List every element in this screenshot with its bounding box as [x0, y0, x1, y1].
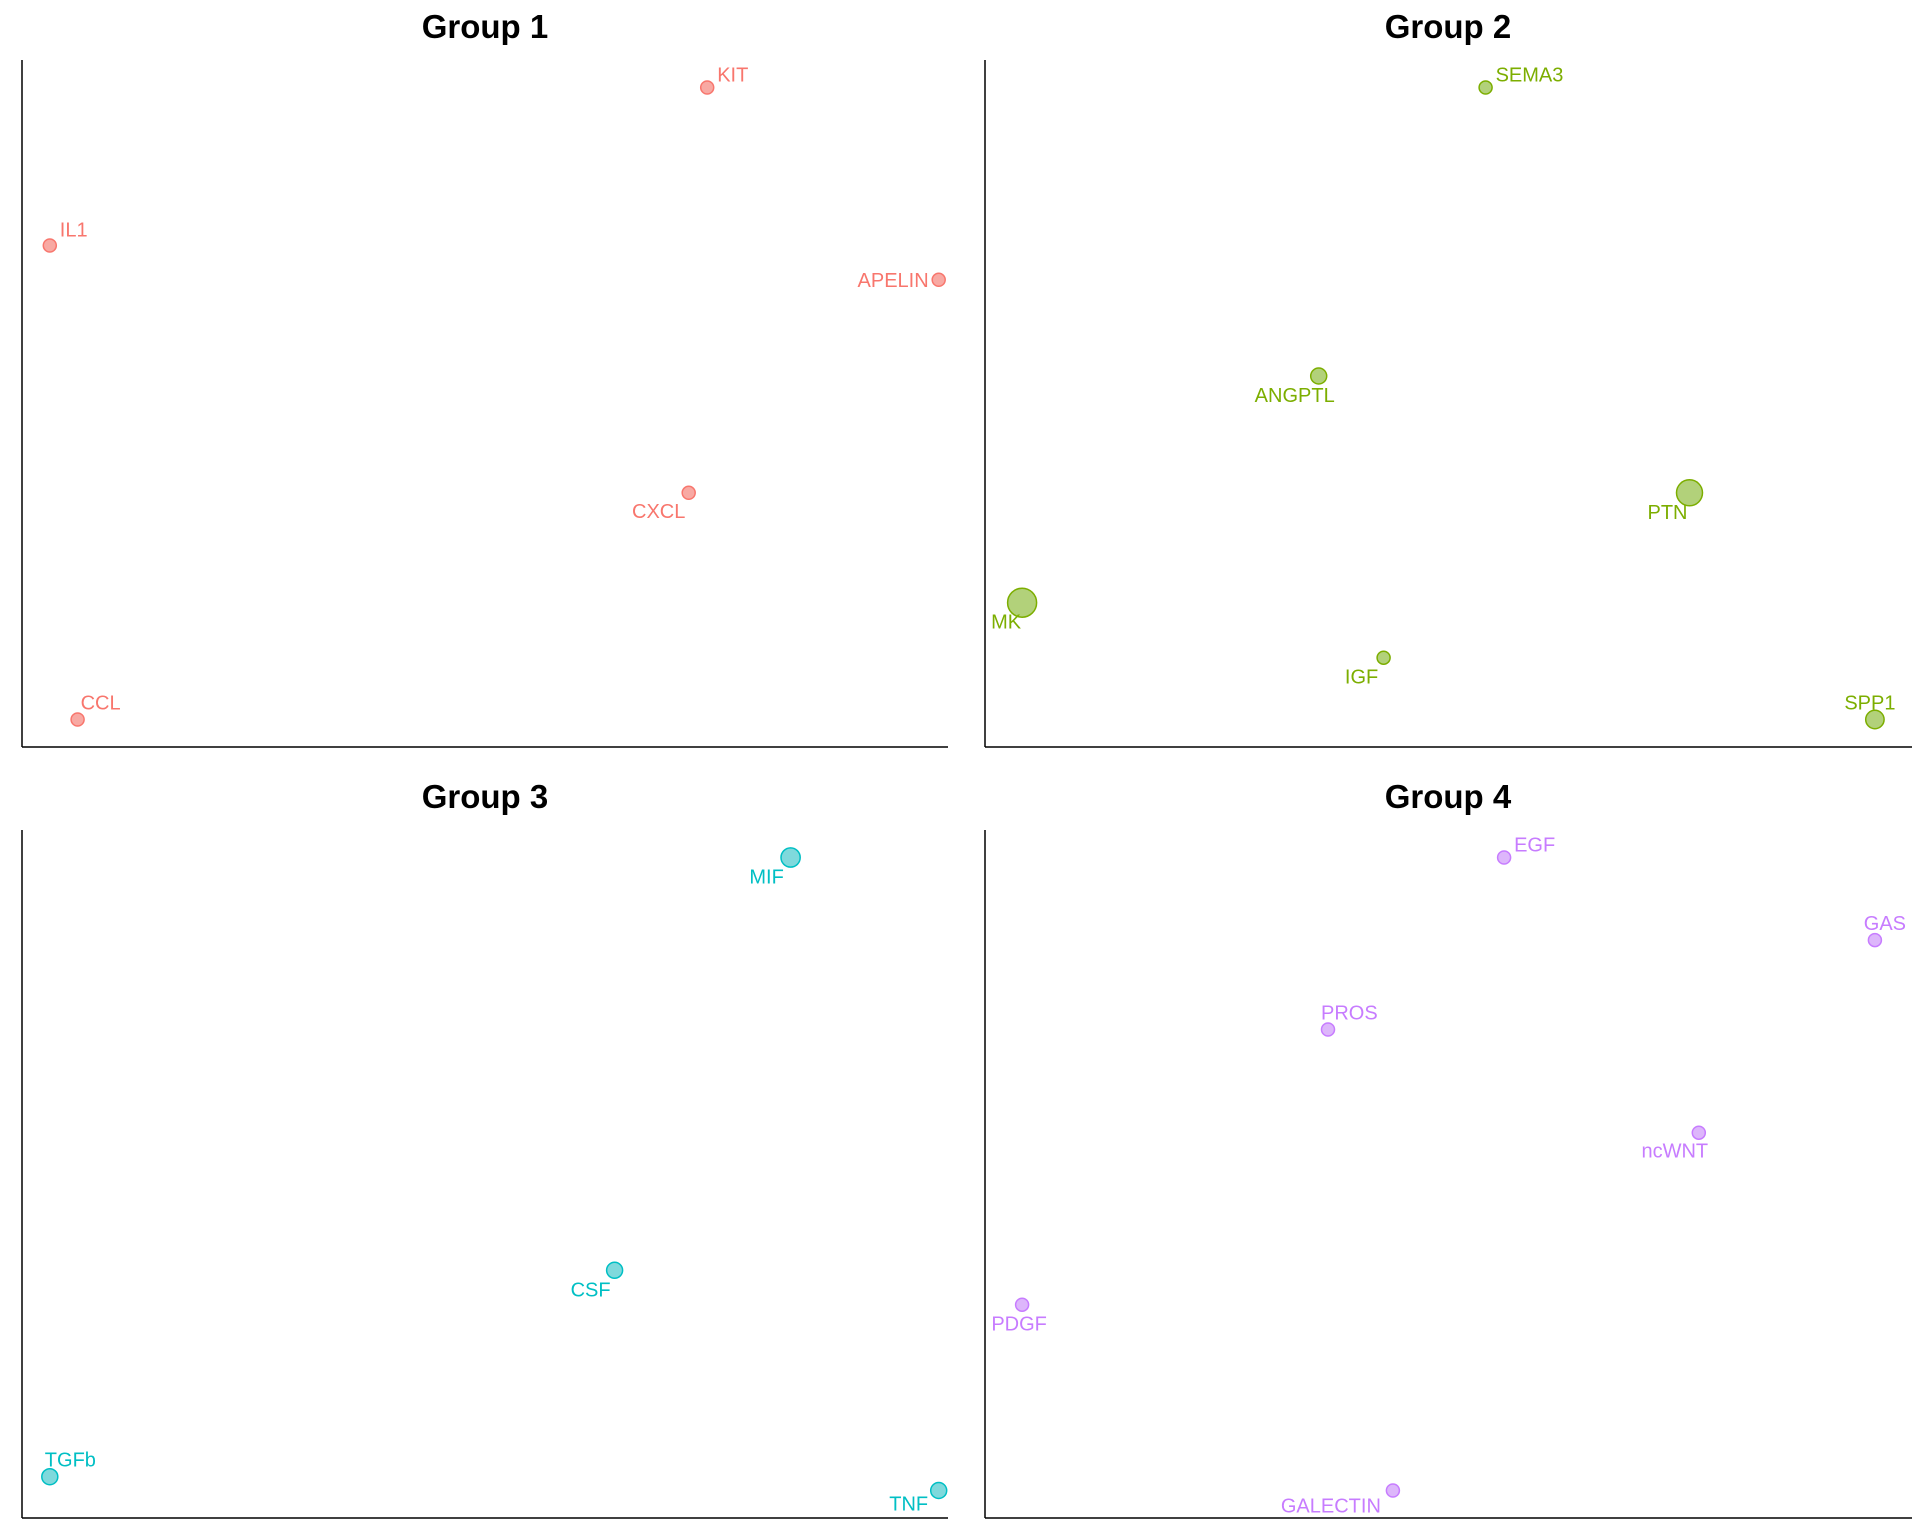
- point-label: MIF: [749, 867, 783, 889]
- data-point: [1385, 1483, 1401, 1498]
- data-point: [780, 847, 801, 868]
- data-point: [929, 1481, 948, 1500]
- point-label: CXCL: [632, 501, 685, 523]
- point-label: IL1: [60, 220, 88, 242]
- panel-group-2: Group 2 SEMA3 ANGPTL PTN MK IGF SPP1: [984, 8, 1912, 748]
- data-point: [41, 1467, 59, 1486]
- data-point: [1691, 1125, 1707, 1140]
- point-label: MK: [991, 612, 1022, 634]
- point-label: SPP1: [1844, 693, 1895, 715]
- data-point: [1478, 80, 1493, 95]
- data-point: [42, 238, 58, 253]
- point-label: SEMA3: [1496, 65, 1564, 87]
- data-point: [605, 1261, 624, 1280]
- data-point: [70, 712, 85, 727]
- point-label: GALECTIN: [1281, 1496, 1381, 1518]
- data-point: [1006, 587, 1038, 618]
- points-layer: KIT IL1 APELIN CXCL CCL: [42, 65, 946, 727]
- point-label: GAS: [1864, 913, 1906, 935]
- point-label: IGF: [1345, 667, 1378, 689]
- panel-title: Group 3: [422, 778, 549, 815]
- panel-group-3: Group 3 MIF CSF TGFb TNF: [21, 778, 948, 1519]
- data-point: [1864, 709, 1885, 730]
- data-point: [931, 272, 946, 288]
- point-label: EGF: [1514, 835, 1555, 857]
- point-label: PROS: [1321, 1003, 1378, 1025]
- panel-group-4: Group 4 EGF GAS PROS ncWNT PDGF GALECTIN: [984, 778, 1912, 1519]
- points-layer: SEMA3 ANGPTL PTN MK IGF SPP1: [991, 65, 1895, 730]
- data-point: [699, 80, 715, 95]
- panel-group-1: Group 1 KIT IL1 APELIN CXCL CCL: [21, 8, 948, 748]
- point-label: PDGF: [991, 1314, 1047, 1336]
- points-layer: EGF GAS PROS ncWNT PDGF GALECTIN: [991, 835, 1906, 1518]
- data-point: [1496, 850, 1512, 865]
- data-point: [1309, 367, 1328, 385]
- point-label: APELIN: [858, 270, 929, 292]
- data-point: [1014, 1297, 1030, 1312]
- point-label: CSF: [571, 1279, 611, 1301]
- data-point: [1376, 650, 1391, 665]
- data-point: [681, 485, 696, 501]
- data-point: [1675, 479, 1704, 507]
- data-point: [1867, 932, 1883, 948]
- point-label: TNF: [889, 1494, 928, 1516]
- panel-title: Group 1: [422, 8, 549, 45]
- point-label: CCL: [81, 693, 121, 715]
- panel-title: Group 4: [1385, 778, 1512, 815]
- points-layer: MIF CSF TGFb TNF: [41, 847, 948, 1516]
- point-label: ncWNT: [1641, 1141, 1708, 1163]
- point-label: KIT: [717, 65, 748, 87]
- data-point: [1320, 1022, 1336, 1037]
- point-label: ANGPTL: [1255, 385, 1335, 407]
- point-label: PTN: [1648, 502, 1688, 524]
- panel-title: Group 2: [1385, 8, 1512, 45]
- point-label: TGFb: [45, 1450, 96, 1472]
